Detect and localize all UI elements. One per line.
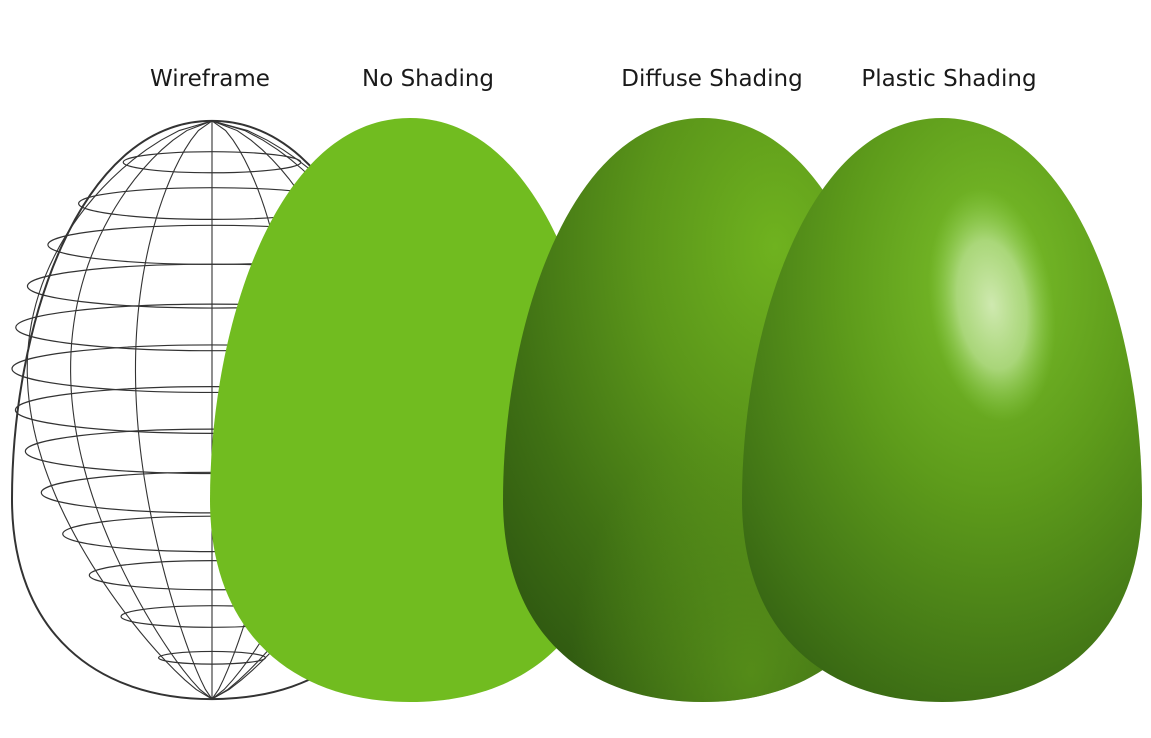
specular-highlight [928,187,1056,423]
diffuse-shading-label: Diffuse Shading [621,66,802,92]
plastic-shading-egg [742,118,1142,702]
no-shading-label: No Shading [362,66,494,92]
wire-meridian [134,120,213,700]
wire-meridian [26,120,213,700]
wire-meridian [70,120,213,700]
plastic-shading-label: Plastic Shading [861,66,1036,92]
wireframe-label: Wireframe [150,66,270,92]
